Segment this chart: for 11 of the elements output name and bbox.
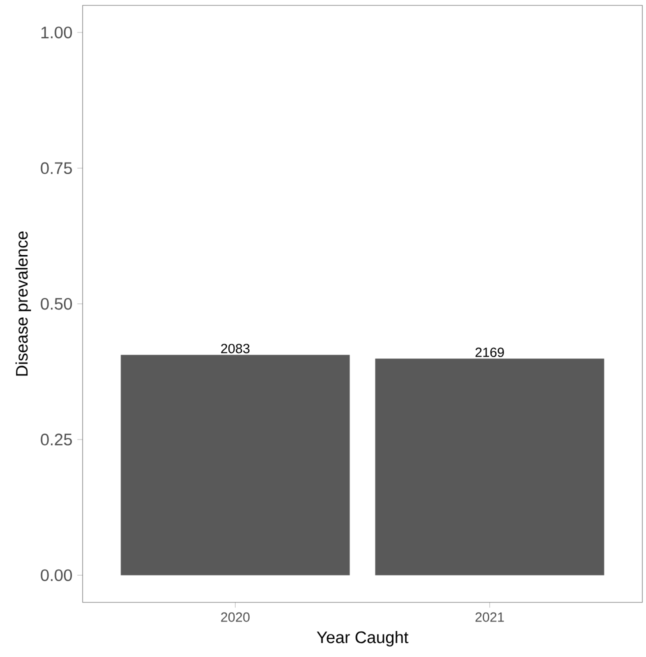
- y-tick-label: 1.00: [41, 26, 72, 38]
- x-axis-title: Year Caught: [316, 630, 408, 646]
- annotation: 2083: [220, 344, 250, 354]
- x-tick-label: 2020: [220, 612, 250, 622]
- y-axis-title: Disease prevalence: [15, 231, 31, 376]
- y-tick-label: 0.50: [40, 298, 72, 310]
- y-tick-label: 0.25: [40, 434, 72, 446]
- annotation: 2169: [475, 348, 504, 358]
- y-tick-label: 0.75: [40, 162, 72, 174]
- y-tick-label: 0.00: [40, 569, 72, 582]
- x-tick-label: 2021: [475, 612, 504, 622]
